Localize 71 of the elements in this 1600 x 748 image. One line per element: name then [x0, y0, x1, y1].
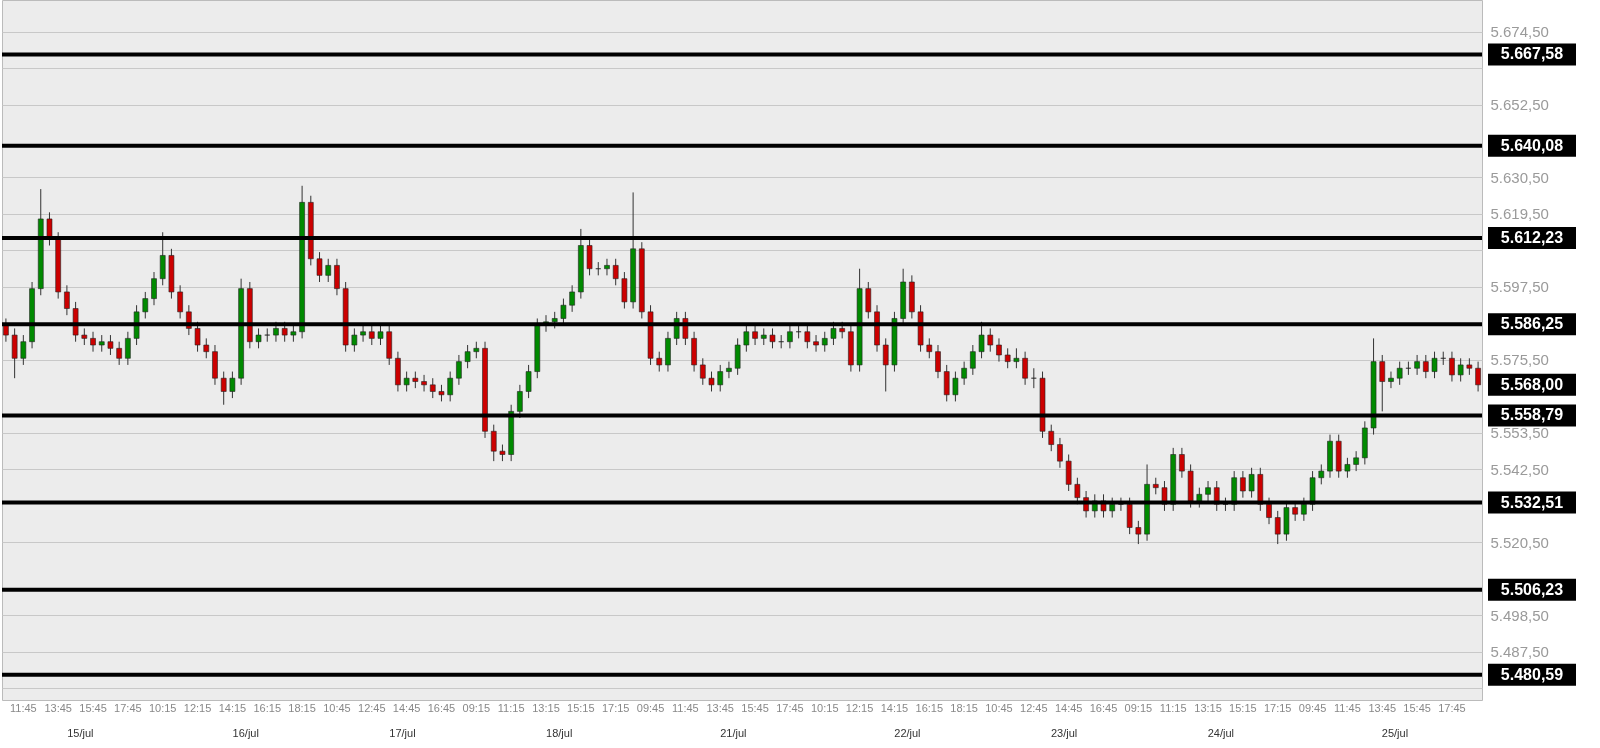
x-tick-label: 11:45 [9, 701, 37, 714]
x-tick-label: 13:45 [706, 701, 734, 714]
text: 24/jul [1207, 727, 1234, 739]
x-tick-label: 09:45 [636, 701, 665, 714]
x-tick-label: 18:15 [950, 701, 978, 714]
x-tick-label: 10:15 [148, 701, 177, 714]
x-tick-label: 16:15 [915, 701, 944, 714]
ref-line-label: 5.558,79 [1500, 406, 1564, 424]
y-tick-label: 5.498,50 [1490, 606, 1549, 624]
text: 21/jul [720, 727, 747, 739]
ref-line-label: 5.506,23 [1500, 580, 1564, 598]
ref-line-label: 5.667,58 [1500, 45, 1564, 63]
x-tick-label: 15:45 [1403, 701, 1431, 714]
x-tick-label: 11:15 [1159, 701, 1187, 714]
x-tick-label: 09:15 [462, 701, 491, 714]
x-tick-label: 12:45 [358, 701, 386, 714]
ref-line-label: 5.532,51 [1500, 493, 1564, 511]
text: 25/jul [1381, 727, 1409, 739]
x-tick-label: 12:15 [845, 701, 874, 714]
y-tick-label: 5.542,50 [1490, 460, 1549, 478]
y-tick-label: 5.575,50 [1490, 351, 1549, 369]
x-tick-label: 18:15 [288, 701, 316, 714]
y-tick-label: 5.674,50 [1490, 23, 1549, 41]
x-tick-label: 17:45 [1438, 701, 1466, 714]
x-tick-label: 17:45 [776, 701, 804, 714]
x-tick-label: 14:45 [392, 701, 421, 714]
y-tick-label: 5.520,50 [1490, 533, 1549, 551]
text: 18/jul [546, 727, 573, 739]
x-tick-label: 14:15 [218, 701, 247, 714]
x-tick-label: 11:15 [497, 701, 525, 714]
text: 15/jul [67, 727, 94, 739]
x-tick-label: 13:15 [1194, 701, 1222, 714]
x-tick-label: 13:15 [532, 701, 560, 714]
x-tick-label: 14:45 [1054, 701, 1083, 714]
x-tick-label: 16:15 [253, 701, 282, 714]
x-tick-label: 09:15 [1124, 701, 1153, 714]
x-tick-label: 11:45 [1334, 701, 1361, 714]
x-tick-label: 13:45 [44, 701, 72, 714]
x-tick-label: 09:45 [1298, 701, 1327, 714]
y-tick-label: 5.553,50 [1490, 424, 1549, 442]
y-tick-label: 5.619,50 [1490, 205, 1549, 223]
ref-line-label: 5.612,23 [1500, 229, 1564, 247]
y-tick-label: 5.652,50 [1490, 96, 1549, 113]
x-tick-label: 15:15 [567, 701, 595, 714]
x-tick-label: 10:45 [985, 701, 1013, 714]
y-tick-label: 5.487,50 [1490, 643, 1549, 661]
ref-line-label: 5.586,25 [1500, 315, 1564, 333]
text: 5.568,00 [1500, 375, 1564, 393]
x-tick-label: 17:15 [601, 701, 630, 714]
x-tick-label: 16:45 [427, 701, 456, 714]
text: 16/jul [232, 727, 259, 739]
x-tick-label: 13:45 [1368, 701, 1397, 714]
ref-line-label: 5.640,08 [1500, 136, 1564, 154]
x-tick-label: 14:15 [880, 701, 909, 714]
x-tick-label: 15:45 [741, 701, 769, 714]
x-tick-label: 10:15 [810, 701, 839, 714]
text: 22/jul [894, 727, 921, 739]
y-tick-label: 5.630,50 [1490, 168, 1549, 186]
x-tick-label: 15:45 [79, 701, 107, 714]
x-tick-label: 12:45 [1020, 701, 1048, 714]
x-tick-label: 17:15 [1263, 701, 1292, 714]
x-tick-label: 10:45 [323, 701, 351, 714]
text: 17/jul [389, 727, 416, 739]
x-tick-label: 16:45 [1089, 701, 1118, 714]
x-tick-label: 11:45 [672, 701, 699, 714]
y-tick-label: 5.597,50 [1490, 278, 1549, 296]
x-tick-label: 17:45 [114, 701, 142, 714]
x-tick-label: 12:15 [183, 701, 212, 714]
x-tick-label: 15:15 [1229, 701, 1257, 714]
ref-line-label: 5.480,59 [1500, 665, 1564, 683]
text: 23/jul [1050, 727, 1078, 739]
